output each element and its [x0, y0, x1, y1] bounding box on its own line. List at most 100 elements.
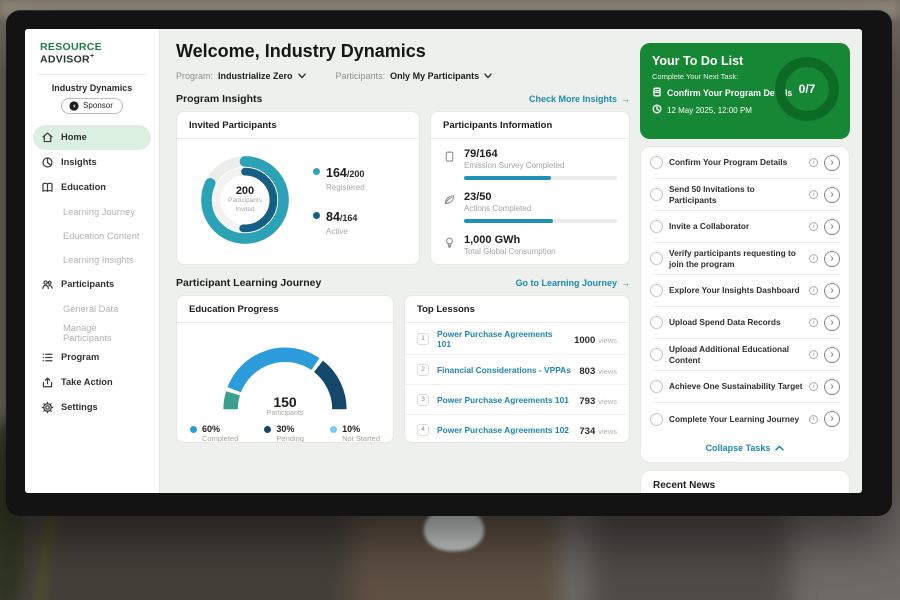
info-label: Actions Completed [464, 204, 532, 213]
check-more-insights-link[interactable]: Check More Insights → [529, 94, 630, 104]
info-icon[interactable]: i [809, 286, 818, 295]
logo-secondary: ADVISOR [40, 53, 90, 66]
task-checkbox[interactable] [650, 348, 663, 361]
legend-dot [264, 426, 272, 433]
lesson-rank: 2 [417, 363, 429, 376]
learning-cards-row: Education Progress 150 Participants [176, 295, 630, 443]
donut-center-value: 200 [235, 185, 255, 198]
task-open-button[interactable]: › [824, 314, 840, 331]
donut-center-label: Participants Invited [228, 197, 262, 213]
info-row-consumption: 1,000 GWh Total Global Consumption [443, 228, 617, 261]
task-checkbox[interactable] [650, 284, 663, 297]
sidebar-item-learning-insights[interactable]: Learning Insights [33, 248, 151, 272]
task-checkbox[interactable] [650, 156, 663, 169]
filter-bar: Program: Industrialize Zero Participants… [176, 71, 630, 81]
sidebar-item-settings[interactable]: Settings [33, 395, 151, 420]
lesson-link[interactable]: Financial Considerations - VPPAs [437, 364, 571, 375]
sidebar-item-education-content[interactable]: Education Content [33, 224, 151, 248]
learning-journey-header: Participant Learning Journey Go to Learn… [176, 277, 630, 289]
lesson-link[interactable]: Power Purchase Agreements 102 [437, 424, 569, 435]
task-label: Verify participants requesting to join t… [669, 247, 796, 269]
task-label: Complete Your Learning Journey [669, 413, 800, 424]
lesson-views: 803 [579, 365, 596, 377]
task-checkbox[interactable] [650, 316, 663, 329]
task-open-button[interactable]: › [824, 346, 840, 363]
legend-value: 84 [326, 210, 340, 224]
lesson-link[interactable]: Power Purchase Agreements 101 [437, 394, 569, 405]
sponsor-badge[interactable]: Sponsor [61, 97, 123, 114]
lesson-views-suffix: views [598, 366, 617, 376]
task-open-button[interactable]: › [824, 250, 840, 267]
info-icon[interactable]: i [809, 350, 818, 359]
arrow-right-icon: → [621, 94, 630, 104]
task-label: Send 50 Invitations to Participants [669, 183, 755, 205]
info-label: Total Global Consumption [464, 247, 556, 256]
info-icon[interactable]: i [809, 190, 818, 199]
lesson-link[interactable]: Power Purchase Agreements 101 [437, 328, 553, 349]
todo-progress-value: 0/7 [798, 82, 816, 96]
info-icon[interactable]: i [809, 382, 818, 391]
sidebar-item-label: Learning Journey [63, 206, 135, 217]
task-checkbox[interactable] [650, 220, 663, 233]
info-icon[interactable]: i [809, 318, 818, 327]
invited-participants-card: Invited Participants 200 Partic [176, 111, 420, 265]
lesson-rank: 1 [417, 332, 429, 345]
divider [37, 73, 147, 75]
collapse-label: Collapse Tasks [705, 443, 771, 453]
sidebar-item-insights[interactable]: Insights [33, 150, 151, 175]
task-open-button[interactable]: › [824, 186, 840, 203]
sidebar-item-label: Program [61, 352, 100, 362]
actions-icon [443, 193, 456, 223]
todo-progress-ring: 0/7 [775, 57, 839, 121]
info-icon[interactable]: i [809, 158, 818, 167]
task-checkbox[interactable] [650, 412, 663, 426]
card-title: Participants Information [431, 112, 629, 139]
task-open-button[interactable]: › [824, 378, 840, 395]
info-icon[interactable]: i [809, 254, 818, 263]
todo-task-row: Send 50 Invitations to Participants i › [650, 179, 840, 211]
recent-news-card: Recent News [640, 470, 850, 493]
lesson-row: 4 Power Purchase Agreements 102 734 views [405, 415, 629, 442]
participants-information-card: Participants Information 79/164 Emission… [430, 111, 630, 265]
info-value: 23/50 [464, 191, 492, 203]
sidebar-item-manage-participants[interactable]: Manage Participants [33, 321, 151, 345]
link-label: Go to Learning Journey [515, 278, 617, 288]
sidebar-item-label: Participants [61, 279, 115, 289]
recent-news-title: Recent News [653, 480, 716, 491]
task-open-button[interactable]: › [824, 154, 840, 171]
task-checkbox[interactable] [650, 188, 663, 201]
participants-value: Only My Participants [390, 71, 480, 81]
task-open-button[interactable]: › [824, 218, 840, 235]
legend-label: Pending [276, 434, 304, 443]
program-dropdown[interactable]: Program: Industrialize Zero [176, 71, 306, 81]
task-open-button[interactable]: › [824, 411, 840, 427]
participants-dropdown[interactable]: Participants: Only My Participants [336, 71, 493, 81]
lesson-views-suffix: views [598, 426, 617, 436]
logo-primary: RESOURCE [40, 41, 102, 53]
task-checkbox[interactable] [650, 252, 663, 265]
sidebar-item-home[interactable]: Home [33, 124, 151, 150]
education-progress-card: Education Progress 150 Participants [176, 295, 394, 443]
sidebar-item-education[interactable]: Education [33, 175, 151, 200]
sidebar-item-general-data[interactable]: General Data [33, 297, 151, 321]
legend-label: Completed [202, 434, 239, 443]
participants-icon [41, 278, 54, 291]
sidebar-item-take-action[interactable]: Take Action [33, 370, 151, 395]
insights-icon [41, 156, 54, 169]
info-icon[interactable]: i [809, 222, 818, 231]
todo-task-row: Complete Your Learning Journey i › [650, 403, 840, 435]
sidebar-item-learning-journey[interactable]: Learning Journey [33, 200, 151, 224]
collapse-tasks-link[interactable]: Collapse Tasks [650, 435, 840, 462]
legend-total: /200 [346, 169, 365, 179]
legend-registered: 164/200 Registered [313, 164, 365, 192]
go-to-learning-journey-link[interactable]: Go to Learning Journey → [515, 278, 630, 288]
sidebar-item-participants[interactable]: Participants [33, 272, 151, 297]
legend-label: Active [326, 227, 348, 236]
info-icon[interactable]: i [809, 414, 818, 424]
chevron-up-icon [775, 445, 785, 451]
task-doc-icon [652, 87, 662, 99]
task-checkbox[interactable] [650, 380, 663, 393]
task-open-button[interactable]: › [824, 282, 840, 299]
page-title: Welcome, Industry Dynamics [176, 41, 426, 61]
sidebar-item-program[interactable]: Program [33, 345, 151, 370]
